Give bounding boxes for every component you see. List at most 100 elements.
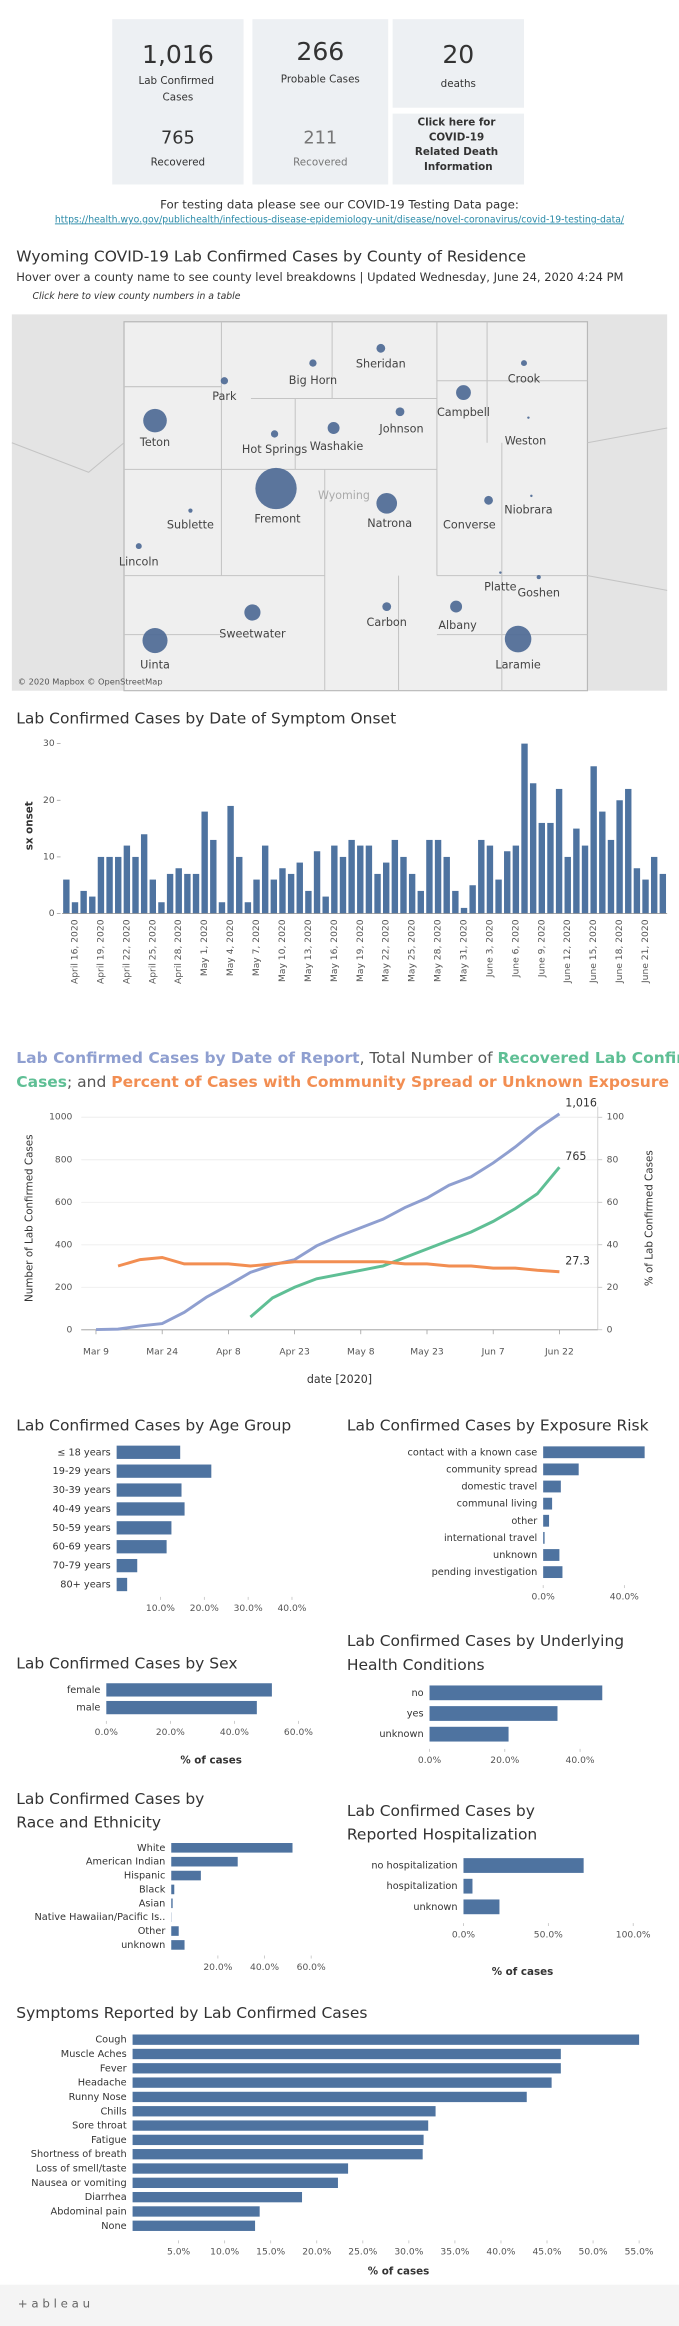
county-label[interactable]: Park: [212, 390, 237, 403]
county-label[interactable]: Albany: [438, 619, 477, 632]
category-label: Loss of smell/taste: [36, 2164, 127, 2175]
bar: [417, 890, 424, 914]
stat-label-line: Lab Confirmed: [138, 75, 217, 87]
tableau-logo: + a b l e a u: [18, 2296, 90, 2310]
title-part: Recovered Lab Confirmed: [497, 1049, 679, 1067]
bar: [348, 839, 355, 914]
x-tick-label: April 22, 2020: [122, 919, 132, 984]
bar: [504, 851, 511, 914]
county-label[interactable]: Niobrara: [504, 504, 552, 517]
chart-title: Lab Confirmed Cases by Underlying Health…: [347, 1632, 629, 1674]
category-label: 70-79 years: [53, 1561, 111, 1572]
county-bubble: [527, 416, 530, 419]
death-link-line[interactable]: Related Death: [415, 146, 502, 158]
county-label[interactable]: Converse: [443, 518, 496, 531]
bar: [116, 1502, 185, 1516]
county-label[interactable]: Natrona: [367, 517, 412, 530]
county-label[interactable]: Teton: [139, 436, 170, 449]
bar: [132, 2220, 256, 2231]
county-label[interactable]: Johnson: [378, 422, 423, 435]
category-label: American Indian: [86, 1857, 165, 1868]
bar: [429, 1685, 603, 1701]
county-label[interactable]: Hot Springs: [242, 443, 307, 456]
title-part: ; and: [67, 1072, 111, 1090]
x-tick-label: June 21, 2020: [641, 919, 651, 984]
county-bubble: [135, 543, 142, 550]
county-label[interactable]: Sublette: [167, 518, 214, 531]
x-tick-label: 40.0%: [277, 1604, 306, 1614]
x-tick-label: 40.0%: [610, 1592, 639, 1602]
bar: [590, 766, 597, 914]
bar: [374, 873, 381, 914]
x-tick-label: June 9, 2020: [537, 919, 547, 978]
x-tick-label: 0.0%: [418, 1756, 442, 1766]
category-label: 50-59 years: [53, 1523, 111, 1534]
x-tick-label: 60.0%: [297, 1963, 326, 1973]
county-label[interactable]: Carbon: [367, 616, 407, 629]
category-label: 19-29 years: [53, 1466, 111, 1477]
county-label[interactable]: Uinta: [140, 659, 170, 672]
bar: [132, 2106, 436, 2117]
bar: [642, 879, 649, 914]
death-link-line[interactable]: Click here for: [418, 116, 500, 128]
bar: [616, 800, 623, 914]
map-note[interactable]: Click here to view county numbers in a t…: [33, 291, 241, 302]
x-axis-label: % of cases: [368, 2265, 430, 2277]
category-label: Nausea or vomiting: [31, 2178, 126, 2189]
county-bubble: [270, 430, 279, 438]
death-link-box[interactable]: [392, 113, 524, 185]
county-label[interactable]: Crook: [508, 372, 541, 385]
county-label[interactable]: Platte: [484, 580, 517, 593]
county-label[interactable]: Laramie: [495, 659, 541, 672]
death-link-line[interactable]: Information: [424, 161, 493, 173]
bar: [132, 2048, 561, 2060]
category-label: male: [76, 1703, 100, 1714]
x-tick-label: 100.0%: [616, 1930, 651, 1940]
county-bubble: [255, 467, 297, 510]
bar: [132, 2034, 640, 2045]
category-label: ≤ 18 years: [57, 1447, 111, 1458]
county-label[interactable]: Weston: [505, 434, 546, 447]
county-label[interactable]: Fremont: [254, 513, 301, 526]
county-label[interactable]: Sweetwater: [219, 628, 286, 641]
county-label[interactable]: Sheridan: [356, 358, 406, 371]
bar: [132, 2120, 429, 2131]
bar: [171, 1926, 179, 1936]
bar: [547, 822, 554, 914]
y2-tick-label: 40: [607, 1240, 619, 1250]
x-tick-label: June 15, 2020: [589, 919, 599, 984]
county-bubble: [450, 600, 463, 613]
x-tick-label: May 13, 2020: [304, 919, 314, 982]
x-tick-label: 0.0%: [95, 1728, 119, 1738]
y2-tick-label: 0: [607, 1325, 613, 1335]
bar: [460, 907, 468, 914]
x-tick-label: Jun 7: [481, 1347, 505, 1357]
y-tick-label: 0: [67, 1325, 73, 1335]
county-bubble: [382, 602, 392, 611]
title-part: Percent of Cases with Community Spread o…: [111, 1072, 669, 1090]
county-label[interactable]: Campbell: [437, 406, 490, 419]
county-label[interactable]: Lincoln: [119, 555, 159, 568]
county-label[interactable]: Washakie: [310, 440, 364, 453]
stat-label-line: deaths: [441, 78, 476, 90]
bar: [227, 805, 234, 914]
category-label: other: [511, 1516, 537, 1527]
y-tick-label: 20: [43, 796, 55, 806]
chart-title: Lab Confirmed Cases by Date of Symptom O…: [16, 709, 396, 727]
county-label[interactable]: Big Horn: [289, 374, 337, 387]
death-link[interactable]: Click here for COVID-19 Related Death In…: [415, 116, 502, 172]
bar: [132, 2077, 552, 2088]
bar: [166, 873, 174, 914]
bar: [171, 1940, 185, 1950]
county-label[interactable]: Goshen: [518, 586, 560, 599]
chart-title: Lab Confirmed Cases by Race and Ethnicit…: [16, 1790, 209, 1832]
x-tick-label: 10.0%: [146, 1604, 175, 1614]
bar: [538, 822, 546, 914]
bar: [244, 902, 252, 914]
death-link-line[interactable]: COVID-19: [429, 131, 488, 143]
bar: [659, 873, 667, 914]
y2-tick-label: 80: [607, 1155, 619, 1165]
category-label: community spread: [446, 1464, 537, 1475]
testing-link[interactable]: https://health.wyo.gov/publichealth/infe…: [55, 214, 625, 225]
chart-title-line: Health Conditions: [347, 1655, 485, 1673]
